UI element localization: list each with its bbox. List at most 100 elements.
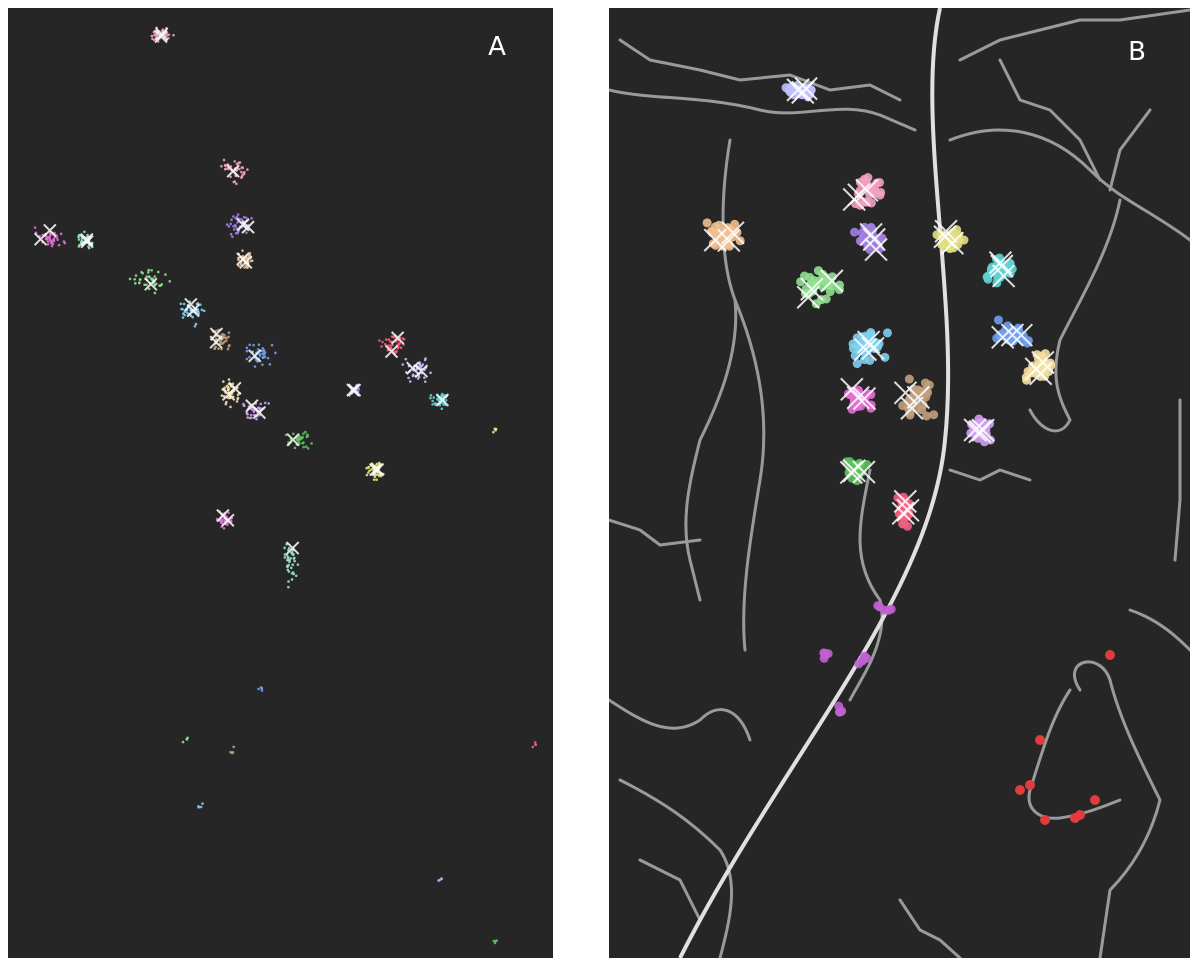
point xyxy=(296,563,300,566)
point xyxy=(226,523,229,526)
point xyxy=(229,750,232,754)
point xyxy=(245,231,248,234)
point xyxy=(302,432,305,435)
centroid-cross xyxy=(991,325,1015,350)
point xyxy=(394,351,398,354)
point xyxy=(374,473,377,477)
point xyxy=(245,349,249,353)
point xyxy=(217,347,220,350)
point xyxy=(244,216,248,220)
point xyxy=(304,430,307,434)
point xyxy=(263,355,267,359)
point xyxy=(230,218,233,222)
point xyxy=(398,341,401,345)
point xyxy=(246,168,249,171)
point xyxy=(172,33,175,37)
point xyxy=(57,243,61,247)
point xyxy=(299,437,302,441)
point xyxy=(235,215,239,219)
point xyxy=(1035,735,1045,745)
point xyxy=(220,165,223,168)
point xyxy=(186,311,189,315)
point xyxy=(250,259,254,262)
point xyxy=(259,686,263,689)
centroid-cross xyxy=(856,330,881,354)
centroid-cross xyxy=(820,269,844,293)
centroid-cross xyxy=(900,396,924,420)
point xyxy=(1032,350,1042,360)
point xyxy=(234,225,237,228)
point xyxy=(235,400,239,403)
point xyxy=(237,256,240,260)
centroid-cross xyxy=(384,344,399,359)
point xyxy=(194,322,198,326)
point xyxy=(46,243,50,246)
centroid-cross xyxy=(368,462,383,477)
centroid-cross xyxy=(209,335,223,349)
point xyxy=(387,338,391,341)
point xyxy=(225,400,228,404)
centroid-cross xyxy=(796,285,820,309)
centroid-cross xyxy=(933,225,957,249)
point xyxy=(1070,813,1080,823)
centroid-cross xyxy=(236,218,250,232)
point xyxy=(257,687,260,691)
centroid-cross xyxy=(236,252,250,266)
point xyxy=(258,354,262,357)
point xyxy=(227,225,231,228)
point xyxy=(432,396,436,399)
centroid-cross xyxy=(968,419,992,444)
panel-label: A xyxy=(488,32,506,62)
point xyxy=(301,441,304,445)
point xyxy=(293,559,296,563)
point xyxy=(256,348,260,351)
point xyxy=(429,371,432,375)
centroid-cross xyxy=(154,27,169,41)
point xyxy=(261,363,264,366)
centroid-cross xyxy=(1009,323,1034,347)
point xyxy=(227,331,231,334)
point xyxy=(1021,372,1031,382)
point xyxy=(1105,650,1115,660)
point xyxy=(243,266,246,269)
point xyxy=(283,553,287,556)
point xyxy=(200,308,204,312)
centroid-cross xyxy=(853,337,878,362)
point xyxy=(182,302,186,306)
point xyxy=(381,340,384,344)
road xyxy=(948,128,1190,242)
point xyxy=(399,346,403,349)
point xyxy=(244,264,248,267)
point xyxy=(431,399,434,403)
road xyxy=(998,58,1102,182)
point xyxy=(232,215,235,218)
centroid-cross xyxy=(721,221,745,245)
point xyxy=(291,563,295,567)
point xyxy=(241,166,245,170)
point xyxy=(143,283,146,287)
point xyxy=(985,435,995,445)
point xyxy=(240,170,243,174)
point xyxy=(78,243,81,247)
point xyxy=(161,28,165,32)
point xyxy=(236,213,240,216)
centroid-cross xyxy=(370,462,385,477)
point xyxy=(51,242,55,246)
centroid-cross xyxy=(855,178,879,203)
centroid-cross xyxy=(934,219,958,243)
point xyxy=(183,313,186,317)
point xyxy=(886,604,896,614)
point xyxy=(241,173,244,177)
point xyxy=(423,376,426,379)
point xyxy=(234,231,238,235)
point xyxy=(150,34,154,38)
point xyxy=(46,240,50,243)
point xyxy=(880,352,890,362)
point xyxy=(288,560,291,564)
point xyxy=(134,282,137,285)
point xyxy=(384,338,388,341)
point xyxy=(225,223,229,226)
point xyxy=(368,469,371,473)
point xyxy=(156,270,160,274)
centroid-cross xyxy=(1029,362,1053,386)
